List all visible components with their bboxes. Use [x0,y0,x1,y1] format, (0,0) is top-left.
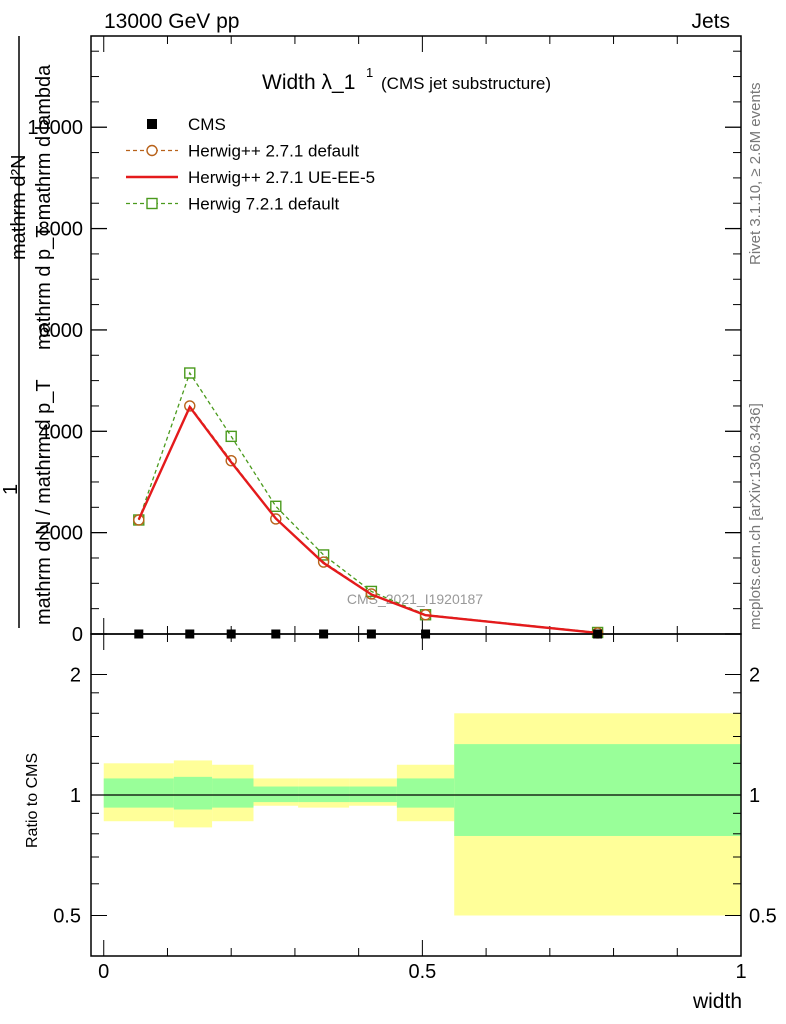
header-right: Jets [691,10,730,33]
series-layer [133,367,604,639]
main-y-tick-labels: 0 2000 4000 6000 8000 10000 [27,117,83,646]
legend-entry: Herwig 7.2.1 default [126,195,339,214]
title-sub: (CMS jet substructure) [381,74,551,93]
data-point [184,367,196,379]
x-tick-label: 0 [98,961,109,983]
title-sup: 1 [366,65,373,80]
ratio-axis-ticks [91,634,742,956]
legend: CMS Herwig++ 2.7.1 default Herwig++ 2.7.1 … [126,115,375,214]
legend-label: CMS [188,115,226,134]
x-tick-label: 0.5 [408,961,436,983]
x-tick-labels: 0 0.5 1 [98,961,746,983]
x-axis-label: width [692,990,742,1013]
data-point [317,549,330,561]
ratio-y-tick-label-right: 1 [749,785,760,807]
data-point [317,556,330,568]
ratio-y-tick-label-left: 0.5 [53,906,81,928]
ratio-y-tick-label-left: 2 [70,665,81,687]
y-tick-label: 4000 [39,421,84,443]
legend-entry: Herwig++ 2.7.1 default [126,142,359,161]
y-label-line4: mathrm d N / mathrm d p_T [33,379,55,625]
legend-label: Herwig++ 2.7.1 default [188,142,359,161]
ratio-y-tick-label-right: 0.5 [749,906,777,928]
ratio-green-band [349,786,397,803]
series-line [137,404,598,635]
title-main: Width λ_1 [262,71,355,94]
y-tick-label: 10000 [27,117,83,139]
data-point [133,514,145,526]
analysis-watermark: CMS_2021_I1920187 [347,591,483,607]
y-label-line3: 1 [0,484,22,495]
y-axis-label-main: mathrm d²N mathrm d p_T mathrm d lambda … [0,36,55,628]
legend-entry: CMS [147,115,226,134]
legend-marker [146,144,158,157]
ratio-y-tick-label-right: 2 [749,665,760,687]
ratio-y-tick-labels: 0.5 0.5 1 1 2 2 [53,665,777,928]
ratio-y-axis-label: Ratio to CMS [24,753,41,848]
legend-entry: Herwig++ 2.7.1 UE-EE-5 [126,168,375,187]
ratio-green-band [396,778,455,808]
data-point [270,513,282,525]
y-label-line2: mathrm d p_T mathrm d lambda [33,64,55,350]
rivet-label: Rivet 3.1.10, ≥ 2.6M events [747,83,764,266]
y-tick-label: 8000 [39,219,84,241]
ratio-green-band [173,776,213,810]
ratio-green-band [253,786,299,803]
series-herwig-2-7-1-ue-ee-5 [137,404,598,635]
y-tick-label: 6000 [39,320,84,342]
data-point [225,454,237,467]
plot-title: Width λ_1 1 (CMS jet substructure) [262,65,551,94]
ratio-green-band [454,744,741,836]
header-left: 13000 GeV pp [104,10,239,33]
ratio-y-tick-label-left: 1 [70,785,81,807]
data-point [270,500,282,512]
data-point [365,588,378,600]
legend-label: Herwig 7.2.1 default [188,195,339,214]
ratio-green-band [103,778,174,808]
mcplots-label: mcplots.cern.ch [arXiv:1306.3436] [747,403,764,630]
legend-marker [146,197,158,210]
data-point [225,430,237,443]
y-tick-label: 0 [72,624,83,646]
ratio-green-band [212,778,254,808]
data-point [184,400,196,412]
x-tick-label: 1 [735,961,746,983]
y-tick-label: 2000 [39,523,84,545]
legend-marker [147,119,157,129]
legend-label: Herwig++ 2.7.1 UE-EE-5 [188,168,375,187]
ratio-bands [103,713,741,916]
ratio-green-band [298,786,350,803]
